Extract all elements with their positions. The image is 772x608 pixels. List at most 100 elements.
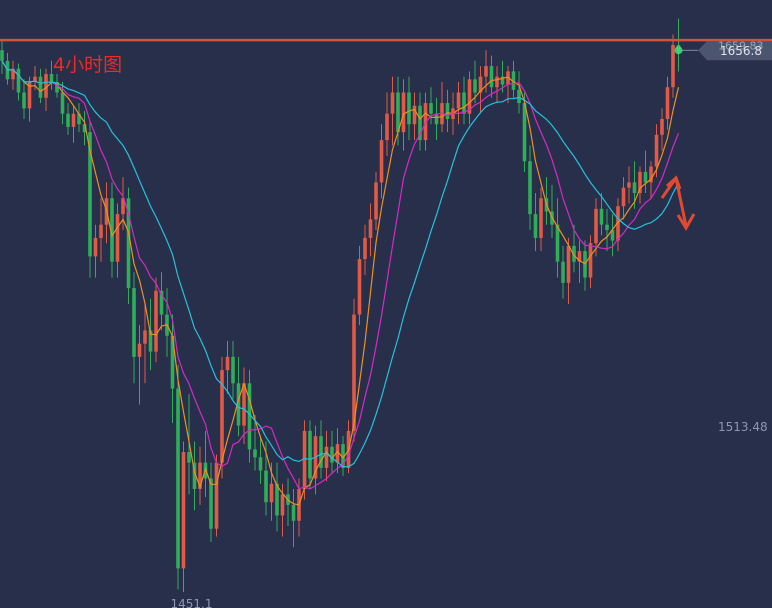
candle-body-33 <box>181 452 186 569</box>
candle-15 <box>82 111 87 146</box>
candle-body-43 <box>236 383 241 426</box>
candle-body-90 <box>495 76 499 88</box>
candle-body-3 <box>16 68 21 93</box>
candle-body-108 <box>594 208 598 244</box>
candle-38 <box>209 462 213 542</box>
candle-41 <box>225 341 230 394</box>
last-price-label: 1656.8 <box>720 44 762 58</box>
candle-body-95 <box>522 103 527 162</box>
candle-body-51 <box>280 494 285 516</box>
candle-67 <box>368 203 373 257</box>
candle-body-102 <box>561 261 565 283</box>
candle-body-20 <box>110 198 114 262</box>
candle-body-110 <box>605 224 609 230</box>
candle-body-18 <box>99 224 103 238</box>
candle-60 <box>330 430 334 474</box>
candle-112 <box>616 198 620 252</box>
candle-body-24 <box>132 288 136 357</box>
candle-body-61 <box>335 444 340 463</box>
candle-body-47 <box>258 457 263 471</box>
candle-body-53 <box>291 504 296 521</box>
candle-121 <box>665 76 670 130</box>
candle-body-7 <box>38 76 43 98</box>
candle-body-78 <box>429 103 433 114</box>
candle-body-77 <box>423 103 428 141</box>
candle-7 <box>38 68 43 104</box>
candle-body-65 <box>357 259 362 315</box>
candle-body-74 <box>407 92 411 125</box>
candle-body-28 <box>154 290 158 352</box>
candle-body-85 <box>467 79 472 114</box>
candle-body-91 <box>500 76 505 85</box>
candle-body-6 <box>33 76 37 82</box>
candle-body-17 <box>93 237 98 257</box>
candle-83 <box>456 81 461 125</box>
candle-body-46 <box>253 449 257 458</box>
candle-body-104 <box>572 245 576 262</box>
moving-average-layer <box>1 60 680 506</box>
zigzag-arrow-icon <box>660 175 696 231</box>
candle-89 <box>489 55 494 98</box>
last-price-tag: 1659.83 1656.8 <box>674 40 772 61</box>
candle-body-94 <box>517 89 521 104</box>
candle-46 <box>253 415 257 471</box>
candle-32 <box>176 364 180 590</box>
candle-body-105 <box>577 251 582 262</box>
candle-78 <box>429 87 433 125</box>
candle-28 <box>154 277 158 363</box>
candle-body-64 <box>352 314 356 431</box>
candle-50 <box>275 462 279 532</box>
candle-95 <box>522 92 527 172</box>
candle-body-60 <box>330 446 334 463</box>
candle-114 <box>627 166 631 204</box>
candle-body-72 <box>396 92 400 133</box>
candle-44 <box>242 367 246 445</box>
candle-39 <box>214 454 219 537</box>
candle-body-69 <box>379 140 384 183</box>
candle-body-98 <box>539 198 543 238</box>
candle-body-16 <box>88 132 92 257</box>
candle-0 <box>0 39 4 75</box>
candle-20 <box>110 182 114 278</box>
chart-title: 4小时图 <box>53 54 122 76</box>
candle-74 <box>407 76 411 141</box>
candle-body-13 <box>71 113 76 127</box>
candle-body-32 <box>176 388 180 569</box>
candle-body-40 <box>220 370 224 463</box>
candle-65 <box>357 245 362 326</box>
candle-body-44 <box>242 383 246 426</box>
candle-body-36 <box>198 462 202 490</box>
candle-3 <box>16 63 21 101</box>
candle-90 <box>495 66 499 104</box>
candle-33 <box>181 441 186 593</box>
candle-body-88 <box>484 66 488 77</box>
candle-body-25 <box>137 343 142 357</box>
last-price-dot <box>674 46 683 55</box>
candle-120 <box>660 108 664 151</box>
candle-body-116 <box>638 171 642 193</box>
candle-body-56 <box>308 430 312 479</box>
candle-body-9 <box>49 74 54 82</box>
candle-body-14 <box>77 113 81 125</box>
candle-122 <box>671 34 675 98</box>
candle-13 <box>71 105 76 143</box>
candle-84 <box>462 76 466 125</box>
candle-body-84 <box>462 92 466 114</box>
candle-body-81 <box>445 103 450 119</box>
candle-body-12 <box>66 113 70 127</box>
candle-64 <box>352 298 356 442</box>
candle-body-23 <box>126 198 131 289</box>
candle-body-29 <box>159 290 164 315</box>
candle-body-41 <box>225 356 230 371</box>
candle-body-89 <box>489 66 494 88</box>
candle-body-0 <box>0 50 4 61</box>
candle-body-49 <box>269 483 274 503</box>
candle-body-27 <box>148 330 153 352</box>
candle-body-119 <box>654 134 659 167</box>
zigzag-arrow-head-up <box>666 175 682 190</box>
candle-76 <box>418 92 422 151</box>
candle-body-120 <box>660 118 664 135</box>
candle-body-71 <box>390 92 395 114</box>
last-price-tag-shape <box>698 41 772 61</box>
